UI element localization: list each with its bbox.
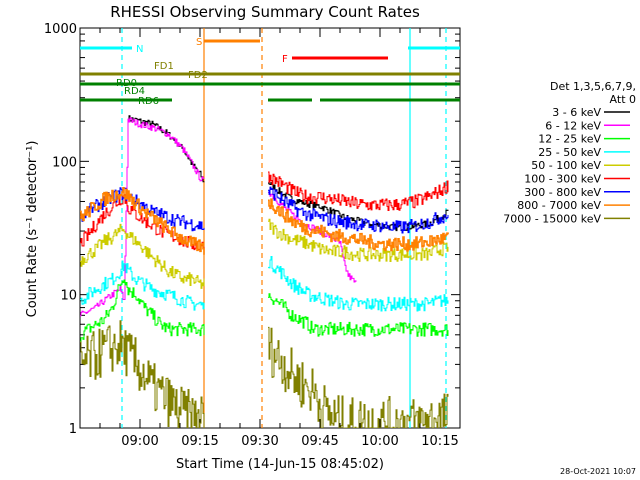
flag-label: RD0: [116, 78, 137, 89]
x-tick-label: 10:15: [421, 434, 458, 449]
legend-entry-label: 12 - 25 keV: [538, 133, 601, 146]
flag-label: RD4: [124, 86, 145, 97]
x-tick-label: 09:15: [181, 434, 218, 449]
legend-title-line: Det 1,3,5,6,7,9,: [550, 80, 636, 93]
series-line-1: [128, 115, 449, 232]
y-tick-label: 1000: [44, 22, 77, 37]
legend-entry-label: 300 - 800 keV: [524, 186, 601, 199]
y-tick-label: 10: [60, 289, 77, 304]
legend-entry-label: 6 - 12 keV: [545, 119, 601, 132]
series-line-2: [80, 117, 357, 317]
series-line-3: [80, 279, 449, 342]
plot-frame: [79, 27, 461, 429]
chart-title: RHESSI Observing Summary Count Rates: [110, 3, 420, 21]
legend-entry-label: 800 - 7000 keV: [517, 199, 601, 212]
legend-entry-label: 3 - 6 keV: [552, 106, 601, 119]
legend-entry-label: 50 - 100 keV: [531, 159, 601, 172]
legend-entry-label: 100 - 300 keV: [524, 173, 601, 186]
x-tick-label: 09:45: [301, 434, 338, 449]
series-line-4: [80, 256, 449, 312]
series-line-9: [80, 320, 449, 428]
flag-label: FD1: [154, 61, 174, 72]
x-tick-label: 10:00: [361, 434, 398, 449]
series-line-8: [80, 187, 449, 255]
y-tick-label: 100: [52, 155, 77, 170]
series-line-6: [80, 171, 449, 254]
y-axis-label: Count Rate (s⁻¹ detector⁻¹): [25, 141, 40, 318]
y-tick-label: 1: [69, 422, 77, 437]
flag-label: FD2: [188, 70, 208, 81]
footer-timestamp: 28-Oct-2021 10:07: [560, 467, 636, 476]
flag-label: RD6: [138, 96, 159, 107]
plot-area: 1 10 100 1000 09:00 09:15 09:30 09:45 10:00 10:15…: [44, 22, 461, 449]
x-tick-label: 09:30: [241, 434, 278, 449]
legend-entry-label: 7000 - 15000 keV: [503, 212, 601, 225]
x-axis-label: Start Time (14-Jun-15 08:45:02): [176, 457, 384, 472]
legend-title-line: Att 0: [610, 93, 636, 106]
flag-label: N: [136, 44, 143, 55]
x-tick-label: 09:00: [121, 434, 158, 449]
flag-label: F: [282, 54, 288, 65]
series-line-5: [80, 218, 449, 289]
flag-label: S: [196, 37, 202, 48]
legend-entry-label: 25 - 50 keV: [538, 146, 601, 159]
